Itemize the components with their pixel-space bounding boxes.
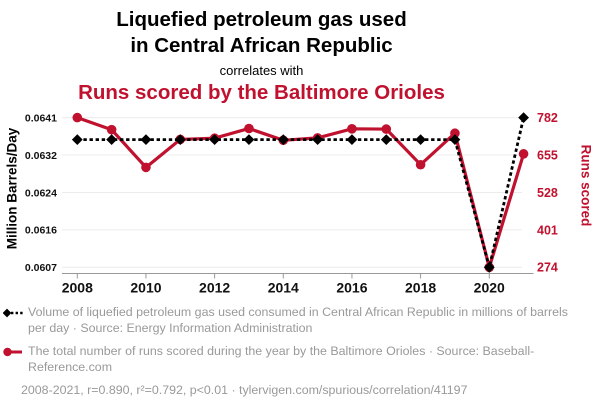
svg-text:2016: 2016 — [336, 280, 367, 296]
right-axis-tick-labels: 782 655 528 401 274 — [537, 111, 558, 275]
lpg-series-legend-icon — [3, 308, 23, 318]
svg-text:0.0624: 0.0624 — [25, 187, 57, 199]
correlates-with-label: correlates with — [219, 63, 304, 78]
stats-footer: 2008-2021, r=0.890, r²=0.792, p<0.01 · t… — [21, 383, 468, 397]
svg-text:0.0616: 0.0616 — [25, 225, 57, 237]
svg-text:2018: 2018 — [405, 280, 436, 296]
svg-text:2020: 2020 — [474, 280, 505, 296]
lpg-series — [71, 112, 529, 273]
svg-text:2014: 2014 — [268, 280, 299, 296]
svg-text:782: 782 — [537, 111, 558, 125]
svg-text:0.0641: 0.0641 — [25, 112, 57, 124]
legend-item-orioles: The total number of runs scored during t… — [3, 344, 581, 375]
chart-title-line2: in Central African Republic — [130, 34, 393, 57]
svg-text:2010: 2010 — [130, 280, 161, 296]
svg-text:401: 401 — [537, 223, 558, 237]
orioles-series-legend-icon — [3, 347, 22, 357]
legend-item-lpg-text: Volume of liquefied petroleum gas used c… — [28, 305, 568, 335]
gridlines — [62, 117, 522, 268]
chart-header: Liquefied petroleum gas used in Central … — [0, 0, 523, 105]
chart-subtitle: Runs scored by the Baltimore Orioles — [78, 81, 445, 104]
right-axis-title: Runs scored — [578, 144, 594, 227]
legend-item-lpg: Volume of liquefied petroleum gas used c… — [3, 305, 581, 336]
legend-item-orioles-text: The total number of runs scored during t… — [28, 344, 535, 374]
svg-text:2008: 2008 — [62, 280, 93, 296]
svg-text:655: 655 — [537, 148, 558, 162]
chart-title-line1: Liquefied petroleum gas used — [116, 8, 407, 31]
left-axis-title: Million Barrels/Day — [4, 127, 20, 250]
svg-text:528: 528 — [537, 186, 558, 200]
chart-title: Liquefied petroleum gas used in Central … — [0, 7, 523, 59]
svg-text:0.0607: 0.0607 — [25, 262, 57, 274]
left-axis-tick-labels: 0.0641 0.0632 0.0624 0.0616 0.0607 — [25, 112, 57, 274]
svg-text:0.0632: 0.0632 — [25, 150, 57, 162]
x-axis-ticks: 2008 2010 2012 2014 2016 2018 2020 — [62, 273, 505, 296]
svg-text:2012: 2012 — [199, 280, 230, 296]
svg-text:274: 274 — [537, 261, 558, 275]
